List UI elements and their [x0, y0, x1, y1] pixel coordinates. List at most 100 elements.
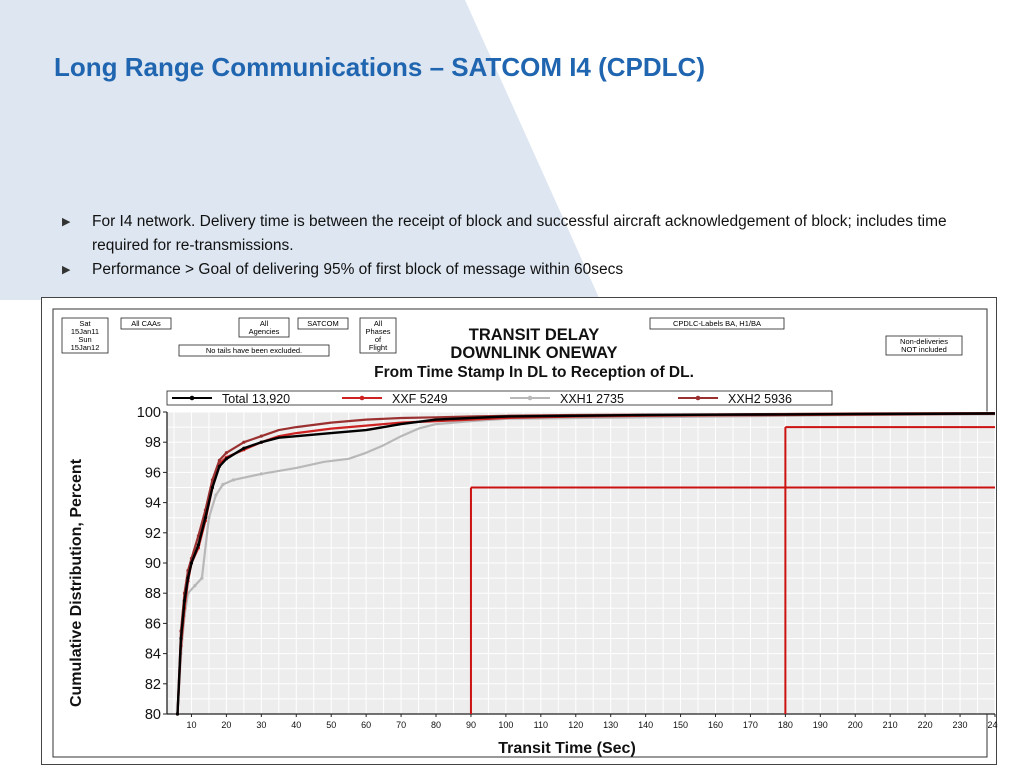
chart-title-line: TRANSIT DELAY: [469, 326, 600, 344]
y-tick-label: 88: [145, 586, 161, 602]
series-point: [259, 434, 263, 438]
series-point: [203, 516, 208, 520]
y-tick-label: 92: [145, 526, 161, 542]
date-range-box: [61, 317, 109, 354]
x-tick-label: 240: [987, 720, 998, 730]
x-tick-label: 40: [291, 720, 301, 730]
bullet-item: ▶ For I4 network. Delivery time is betwe…: [62, 210, 982, 258]
series-point: [242, 446, 246, 450]
phase-filter-text: Phases: [365, 327, 390, 336]
series-point: [224, 457, 228, 461]
nondelivery-note-text: Non-deliveries: [900, 337, 948, 346]
x-tick-label: 150: [673, 720, 688, 730]
date-range-text: 15Jan12: [71, 343, 100, 352]
x-tick-label: 220: [918, 720, 933, 730]
tails-note-box: [178, 344, 330, 357]
bullet-arrow-icon: ▶: [62, 264, 71, 276]
series-point: [196, 543, 201, 547]
series-point: [196, 534, 201, 538]
media-filter-text: SATCOM: [307, 319, 339, 328]
series-point: [189, 561, 194, 565]
series-point: [182, 599, 187, 603]
series-point: [259, 472, 263, 476]
x-tick-label: 50: [326, 720, 336, 730]
chart-title-line: DOWNLINK ONEWAY: [450, 344, 617, 362]
x-tick-label: 30: [256, 720, 266, 730]
series-point: [242, 440, 246, 444]
series-point: [200, 576, 204, 580]
phase-filter-text: Flight: [369, 343, 388, 352]
x-tick-label: 200: [848, 720, 863, 730]
phase-filter-text: of: [375, 335, 382, 344]
legend-marker: [527, 395, 533, 401]
phase-filter-box: [359, 317, 397, 354]
slide-title: Long Range Communications – SATCOM I4 (C…: [54, 52, 705, 82]
series-point: [224, 451, 228, 455]
tails-note-text: No tails have been excluded.: [206, 346, 302, 355]
x-tick-label: 130: [603, 720, 618, 730]
chart-frame: Sat 15Jan11 Sun 15Jan12 All CAAs All Agencies S…: [41, 297, 998, 765]
labels-filter-text: CPDLC-Labels BA, H1/BA: [673, 319, 761, 328]
y-tick-label: 100: [137, 405, 161, 421]
date-range-text: 15Jan11: [71, 327, 99, 336]
series-point: [186, 576, 190, 580]
agency-filter-text: Agencies: [249, 327, 280, 336]
bullet-arrow-icon: ▶: [62, 216, 71, 228]
series-line: [176, 413, 996, 715]
legend-label: Total 13,920: [222, 392, 290, 406]
legend-box: [166, 390, 833, 406]
y-tick-label: 96: [145, 465, 161, 481]
series-point: [231, 478, 235, 482]
x-tick-label: 70: [396, 720, 406, 730]
y-tick-label: 82: [145, 677, 161, 693]
series-point: [259, 440, 263, 444]
x-tick-label: 110: [534, 720, 548, 730]
nondelivery-note-text: NOT included: [901, 345, 947, 354]
nondelivery-note-box: [885, 335, 963, 356]
agency-filter-text: All: [260, 319, 269, 328]
x-tick-label: 10: [186, 720, 196, 730]
y-tick-label: 86: [145, 616, 161, 632]
labels-filter-box: [649, 317, 785, 330]
x-tick-label: 210: [883, 720, 898, 730]
x-tick-label: 230: [953, 720, 968, 730]
y-axis-title: Cumulative Distribution, Percent: [68, 458, 85, 707]
agency-filter-box: [238, 317, 290, 338]
bullet-list: ▶ For I4 network. Delivery time is betwe…: [62, 210, 982, 282]
date-range-text: Sat: [79, 319, 91, 328]
series-point: [217, 458, 222, 462]
x-tick-label: 90: [466, 720, 476, 730]
date-range-text: Sun: [78, 335, 91, 344]
legend-label: XXF 5249: [392, 392, 448, 406]
y-tick-label: 80: [145, 707, 161, 723]
chart-title-line: From Time Stamp In DL to Reception of DL…: [374, 364, 694, 381]
series-point: [210, 478, 215, 482]
legend-marker: [189, 395, 195, 401]
legend-marker: [359, 395, 365, 401]
x-tick-label: 80: [431, 720, 441, 730]
y-tick-label: 90: [145, 556, 161, 572]
caa-filter-box: [120, 317, 172, 330]
series-point: [179, 636, 183, 641]
legend-label: XXH2 5936: [728, 392, 792, 406]
series-line: [176, 412, 996, 715]
legend-label: XXH1 2735: [560, 392, 624, 406]
series-point: [214, 493, 218, 497]
x-tick-label: 20: [221, 720, 231, 730]
y-tick-label: 98: [145, 435, 161, 451]
bullet-text: For I4 network. Delivery time is between…: [92, 213, 947, 254]
series-point: [175, 712, 180, 716]
legend-marker: [695, 395, 701, 401]
media-filter-box: [297, 317, 349, 330]
x-tick-label: 190: [813, 720, 828, 730]
bullet-item: ▶ Performance > Goal of delivering 95% o…: [62, 258, 982, 282]
x-tick-label: 120: [568, 720, 583, 730]
x-tick-label: 60: [361, 720, 371, 730]
caa-filter-text: All CAAs: [131, 319, 161, 328]
bullet-text: Performance > Goal of delivering 95% of …: [92, 261, 624, 278]
x-tick-label: 180: [778, 720, 793, 730]
series-point: [207, 516, 211, 520]
x-axis-title: Transit Time (Sec): [498, 740, 636, 757]
